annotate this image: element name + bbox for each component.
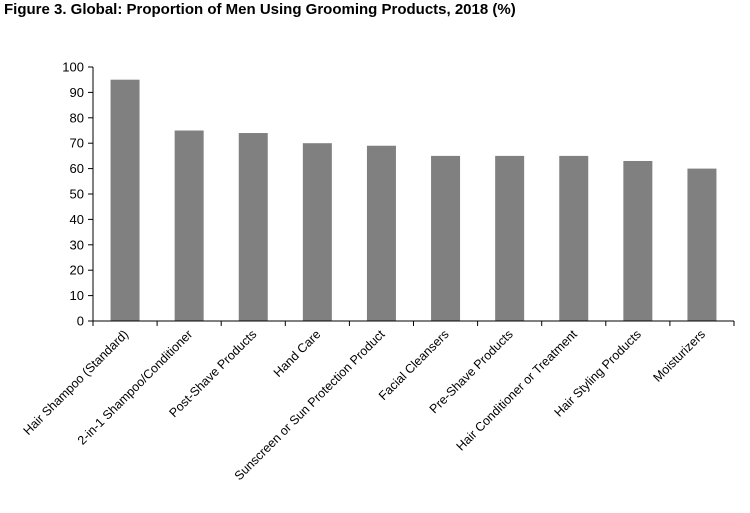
bar [559, 155, 589, 321]
bar [687, 168, 717, 321]
category-label: Moisturizers [651, 327, 709, 385]
y-tick-label: 80 [70, 110, 84, 125]
y-tick-label: 0 [77, 314, 84, 329]
y-tick-label: 90 [70, 85, 84, 100]
y-tick-label: 100 [62, 60, 84, 75]
bar [623, 160, 653, 321]
y-tick-label: 30 [70, 237, 84, 252]
bar [110, 79, 140, 321]
category-label: 2-in-1 Shampoo/Conditioner [75, 327, 195, 447]
bar [495, 155, 525, 321]
bar [174, 130, 204, 321]
y-tick-label: 40 [70, 212, 84, 227]
category-labels: Hair Shampoo (Standard)2-in-1 Shampoo/Co… [21, 327, 709, 483]
chart-title: Figure 3. Global: Proportion of Men Usin… [4, 1, 516, 18]
y-tick-label: 60 [70, 161, 84, 176]
bar [366, 145, 396, 321]
bar [431, 155, 461, 321]
y-tick-label: 50 [70, 187, 84, 202]
category-label: Hair Shampoo (Standard) [21, 327, 132, 438]
bars [110, 79, 717, 321]
bar [302, 143, 332, 321]
y-tick-label: 20 [70, 263, 84, 278]
bar [238, 133, 268, 321]
category-label: Hair Conditioner or Treatment [454, 327, 581, 454]
y-tick-label: 70 [70, 136, 84, 151]
y-tick-label: 10 [70, 288, 84, 303]
x-axis [92, 320, 735, 326]
category-label: Hand Care [271, 327, 324, 380]
y-axis: 0 10 20 30 40 50 60 70 80 90 100 [62, 60, 94, 329]
